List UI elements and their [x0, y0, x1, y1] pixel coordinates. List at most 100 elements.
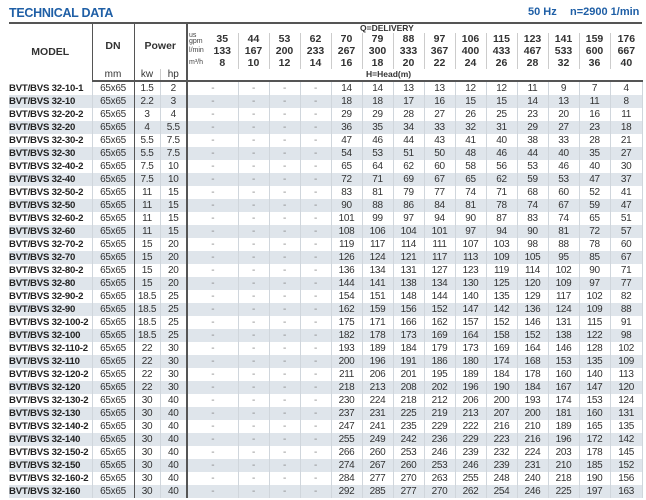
flow-lmin-header: 300 [362, 45, 394, 57]
head-value-cell: 218 [331, 381, 363, 394]
head-value-cell: 141 [362, 277, 394, 290]
head-value-cell: - [300, 433, 332, 446]
head-value-cell: 255 [455, 472, 487, 485]
head-value-cell: - [300, 121, 332, 134]
head-value-cell: 249 [362, 433, 394, 446]
head-value-cell: 196 [548, 433, 580, 446]
kw-cell: 11 [134, 186, 161, 199]
table-row: BVT/BVS 32-150 65x65 30 40- - - -274 267 260 253 2… [9, 459, 643, 472]
head-value-cell: 47 [331, 134, 363, 147]
head-value-cell: - [238, 316, 270, 329]
model-cell: BVT/BVS 32-130 [9, 407, 93, 420]
head-value-cell: - [238, 303, 270, 316]
head-value-cell: - [269, 407, 301, 420]
head-value-cell: 208 [393, 381, 425, 394]
head-value-cell: 182 [331, 329, 363, 342]
head-value-cell: - [187, 459, 239, 472]
head-value-cell: 178 [362, 329, 394, 342]
head-value-cell: 95 [548, 251, 580, 264]
head-value-cell: 157 [455, 316, 487, 329]
kw-cell: 30 [134, 446, 161, 459]
head-value-cell: 72 [579, 225, 611, 238]
head-value-cell: - [187, 303, 239, 316]
head-value-cell: 242 [393, 433, 425, 446]
flow-m3h-header: 12 [269, 57, 301, 69]
flow-gpm-header: 97 [424, 33, 456, 45]
head-value-cell: 68 [517, 186, 549, 199]
flow-m3h-header: 16 [331, 57, 363, 69]
table-row: BVT/BVS 32-120-2 65x65 22 30- - - -211 206 201 19… [9, 368, 643, 381]
head-value-cell: 246 [455, 459, 487, 472]
hp-cell: 25 [160, 303, 189, 316]
head-value-cell: 69 [393, 173, 425, 186]
head-value-cell: 169 [424, 329, 456, 342]
head-value-cell: 11 [579, 95, 611, 108]
model-cell: BVT/BVS 32-140-2 [9, 420, 93, 433]
head-value-cell: 41 [455, 134, 487, 147]
head-value-cell: - [238, 264, 270, 277]
head-value-cell: 189 [362, 342, 394, 355]
head-value-cell: 11 [517, 81, 549, 95]
dn-cell: 65x65 [92, 277, 135, 290]
flow-m3h-header: 36 [579, 57, 611, 69]
head-value-cell: 178 [517, 368, 549, 381]
hp-cell: 25 [160, 290, 189, 303]
dn-cell: 65x65 [92, 407, 135, 420]
flow-lmin-header: 167 [238, 45, 270, 57]
hp-cell: 20 [160, 251, 189, 264]
head-value-cell: 196 [362, 355, 394, 368]
model-cell: BVT/BVS 32-40-2 [9, 160, 93, 173]
dn-cell: 65x65 [92, 433, 135, 446]
flow-lmin-header: 333 [393, 45, 425, 57]
table-row: BVT/BVS 32-20 65x65 4 5.5- - - -36 35 34 33 32 31 29… [9, 121, 643, 134]
head-value-cell: - [187, 225, 239, 238]
head-value-cell: 247 [331, 420, 363, 433]
head-value-cell: 74 [517, 199, 549, 212]
flow-unit-label: l/min [189, 47, 204, 54]
dn-cell: 65x65 [92, 95, 135, 108]
kw-cell: 30 [134, 394, 161, 407]
kw-cell: 11 [134, 225, 161, 238]
kw-cell: 1.5 [134, 81, 161, 95]
head-value-cell: 213 [455, 407, 487, 420]
head-value-cell: 178 [579, 446, 611, 459]
head-value-cell: 229 [455, 433, 487, 446]
head-value-cell: 47 [610, 199, 643, 212]
head-value-cell: 153 [579, 394, 611, 407]
head-value-cell: - [269, 459, 301, 472]
head-value-cell: 190 [486, 381, 518, 394]
head-value-cell: 20 [548, 108, 580, 121]
head-value-cell: - [187, 134, 239, 147]
table-row: BVT/BVS 32-90 65x65 18.5 25- - - -162 159 156 152… [9, 303, 643, 316]
head-value-cell: - [238, 472, 270, 485]
head-value-cell: 40 [579, 160, 611, 173]
head-value-cell: - [269, 225, 301, 238]
head-value-cell: 152 [486, 316, 518, 329]
dn-cell: 65x65 [92, 472, 135, 485]
head-value-cell: 253 [393, 446, 425, 459]
head-value-cell: 102 [610, 342, 643, 355]
head-value-cell: 40 [548, 147, 580, 160]
head-value-cell: 224 [362, 394, 394, 407]
head-value-cell: 50 [424, 147, 456, 160]
flow-gpm-header: 35 [207, 33, 239, 45]
head-value-cell: - [300, 446, 332, 459]
head-value-cell: 27 [610, 147, 643, 160]
head-value-cell: 29 [362, 108, 394, 121]
head-value-cell: 102 [579, 290, 611, 303]
head-value-cell: 127 [424, 264, 456, 277]
model-cell: BVT/BVS 32-20-2 [9, 108, 93, 121]
hp-cell: 10 [160, 160, 189, 173]
kw-cell: 22 [134, 355, 161, 368]
kw-cell: 18.5 [134, 316, 161, 329]
dn-cell: 65x65 [92, 186, 135, 199]
head-value-cell: - [300, 238, 332, 251]
dn-cell: 65x65 [92, 420, 135, 433]
kw-cell: 30 [134, 485, 161, 498]
head-value-cell: 270 [393, 472, 425, 485]
head-value-cell: 263 [424, 472, 456, 485]
head-value-cell: 74 [548, 212, 580, 225]
head-value-cell: 4 [610, 81, 643, 95]
head-value-cell: 57 [610, 225, 643, 238]
head-value-cell: 186 [424, 355, 456, 368]
